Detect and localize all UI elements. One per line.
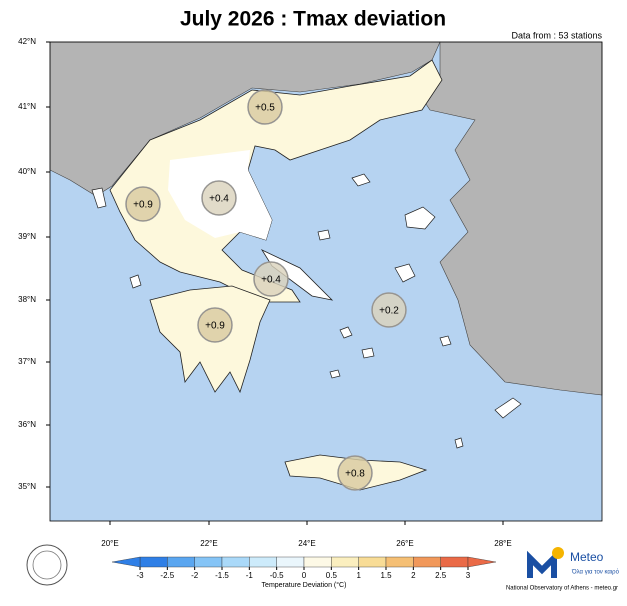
colorbar-high-end — [467, 556, 497, 568]
marker — [371, 292, 407, 328]
lat-label: 37°N — [18, 357, 36, 366]
colorbar-tick-label: -3 — [136, 571, 144, 580]
observatory-seal — [26, 544, 68, 586]
colorbar-tick-label: 3 — [466, 571, 471, 580]
lon-label: 22°E — [200, 539, 217, 548]
marker — [197, 307, 233, 343]
marker-shade — [126, 187, 160, 221]
credit: National Observatory of Athens - meteo.g… — [506, 586, 618, 592]
colorbar-low-end — [111, 556, 141, 568]
islands — [91, 173, 522, 449]
slogan: Όλα για τον καιρό — [571, 569, 620, 576]
colorbar-segment — [221, 556, 250, 568]
source-note: Data from : 53 stations — [511, 30, 602, 40]
lat-label: 35°N — [18, 482, 36, 491]
marker-label: +0.9 — [133, 200, 153, 211]
lat-label: 42°N — [18, 37, 36, 46]
turkey — [419, 41, 603, 396]
colorbar-tick-label: 2.5 — [435, 571, 447, 580]
marker-label: +0.5 — [255, 103, 275, 114]
colorbar-tick-label: 1.5 — [380, 571, 392, 580]
colorbar-tick-label: 0.5 — [326, 571, 338, 580]
colorbar-segment — [276, 556, 305, 568]
marker-shade — [248, 90, 282, 124]
lat-label: 38°N — [18, 295, 36, 304]
marker-label: +0.4 — [261, 275, 281, 286]
marker-shade — [338, 456, 372, 490]
marker — [337, 455, 373, 491]
colorbar-segment — [194, 556, 223, 568]
colorbar-tick-label: 1 — [356, 571, 361, 580]
map — [49, 41, 603, 522]
colorbar-segment — [385, 556, 414, 568]
lon-label: 26°E — [396, 539, 413, 548]
colorbar-tick-label: -2.5 — [160, 571, 174, 580]
marker — [125, 186, 161, 222]
marker-label: +0.2 — [379, 306, 399, 317]
colorbar-segment — [249, 556, 277, 568]
colorbar-segment — [167, 556, 195, 568]
marker-shade — [198, 308, 232, 342]
colorbar-tick-label: -1.5 — [215, 571, 229, 580]
lat-label: 41°N — [18, 102, 36, 111]
colorbar-tick-label: 0 — [302, 571, 307, 580]
colorbar-tick-label: -2 — [191, 571, 199, 580]
colorbar-segment — [440, 556, 469, 568]
marker-shade — [202, 181, 236, 215]
colorbar-segment — [358, 556, 387, 568]
marker-shade — [372, 293, 406, 327]
colorbar-segment — [303, 556, 332, 568]
marker — [247, 89, 283, 125]
marker-label: +0.9 — [205, 321, 225, 332]
logo: Meteo Όλα για τον καιρό National Observa… — [26, 544, 620, 592]
lon-label: 28°E — [494, 539, 511, 548]
colorbar-tick-label: -1 — [246, 571, 254, 580]
title: July 2026 : Tmax deviation — [180, 8, 446, 31]
lon-label: 24°E — [298, 539, 315, 548]
lat-label: 40°N — [18, 167, 36, 176]
meteo-sun — [552, 547, 564, 559]
lon-label: 20°E — [101, 539, 118, 548]
marker — [253, 261, 289, 297]
colorbar-segment — [331, 556, 359, 568]
colorbar-tick-label: 2 — [411, 571, 416, 580]
brand: Meteo — [570, 550, 604, 564]
map-frame — [49, 41, 603, 522]
colorbar-tick-label: -0.5 — [270, 571, 284, 580]
marker-label: +0.4 — [209, 194, 229, 205]
lat-label: 39°N — [18, 232, 36, 241]
colorbar-segment — [139, 556, 168, 568]
marker — [201, 180, 237, 216]
colorbar-segment — [413, 556, 441, 568]
observatory-seal-inner — [32, 550, 62, 580]
marker-shade — [254, 262, 288, 296]
meteo-logo — [527, 550, 557, 578]
colorbar-label: Temperature Deviation (°C) — [262, 581, 347, 589]
lat-label: 36°N — [18, 420, 36, 429]
marker-label: +0.8 — [345, 469, 365, 480]
